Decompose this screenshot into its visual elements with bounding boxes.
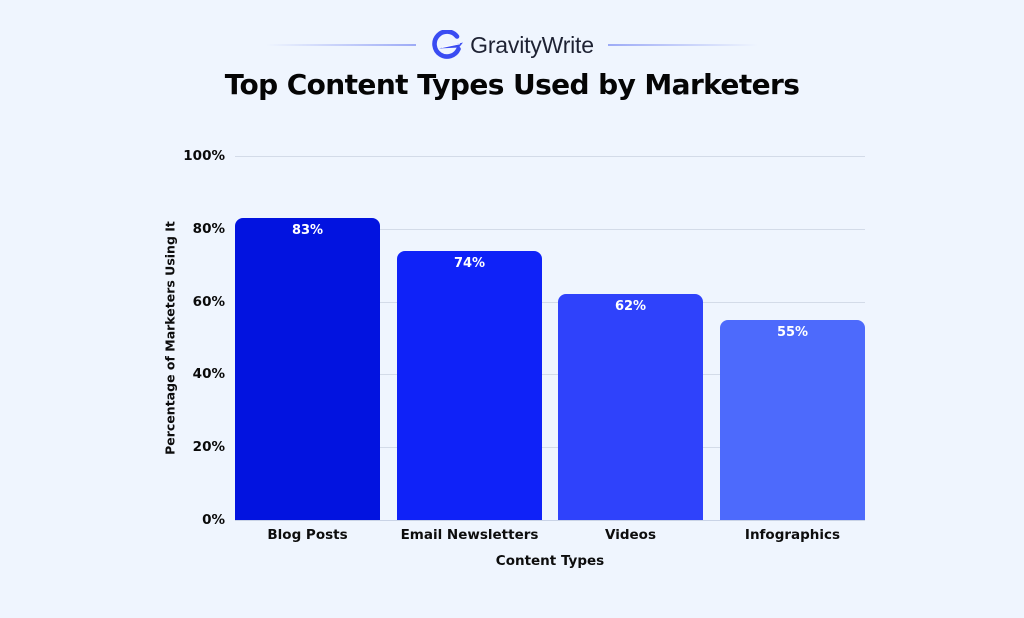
gridline bbox=[235, 302, 865, 303]
y-tick-label: 60% bbox=[192, 293, 225, 310]
gridline bbox=[235, 229, 865, 230]
brand-lockup: GravityWrite bbox=[430, 30, 594, 60]
x-tick-label: Blog Posts bbox=[267, 527, 348, 543]
x-tick-label: Videos bbox=[605, 527, 656, 543]
y-tick-label: 40% bbox=[192, 366, 225, 383]
gridline bbox=[235, 447, 865, 448]
x-tick-label: Infographics bbox=[744, 527, 841, 543]
y-tick-label: 80% bbox=[192, 220, 225, 237]
bar-value-label: 74% bbox=[453, 255, 486, 271]
x-tick-label: Email Newsletters bbox=[400, 527, 539, 543]
bar-email-newsletters: 74% bbox=[397, 250, 542, 520]
bar-infographics: 55% bbox=[720, 319, 865, 520]
chart-title: Top Content Types Used by Marketers bbox=[224, 68, 800, 101]
y-tick-label: 100% bbox=[183, 148, 225, 164]
bar-value-label: 83% bbox=[291, 222, 324, 238]
y-tick-label: 20% bbox=[192, 439, 225, 456]
gridline bbox=[235, 374, 865, 375]
x-axis-label: Content Types bbox=[495, 553, 605, 569]
gridline bbox=[235, 156, 865, 157]
gravitywrite-logo-icon bbox=[432, 30, 464, 59]
bar-videos: 62% bbox=[558, 294, 703, 520]
x-axis-baseline bbox=[235, 520, 865, 521]
bar-value-label: 55% bbox=[776, 324, 809, 340]
brand-divider-left bbox=[266, 44, 417, 46]
brand-header: GravityWrite bbox=[0, 29, 1024, 61]
bar-blog-posts: 83% bbox=[235, 217, 380, 520]
y-tick-label: 0% bbox=[202, 512, 225, 528]
y-axis-label: Percentage of Marketers Using It bbox=[162, 221, 178, 455]
brand-name: GravityWrite bbox=[470, 31, 594, 58]
brand-divider-right bbox=[607, 44, 758, 46]
bar-value-label: 62% bbox=[614, 299, 647, 315]
